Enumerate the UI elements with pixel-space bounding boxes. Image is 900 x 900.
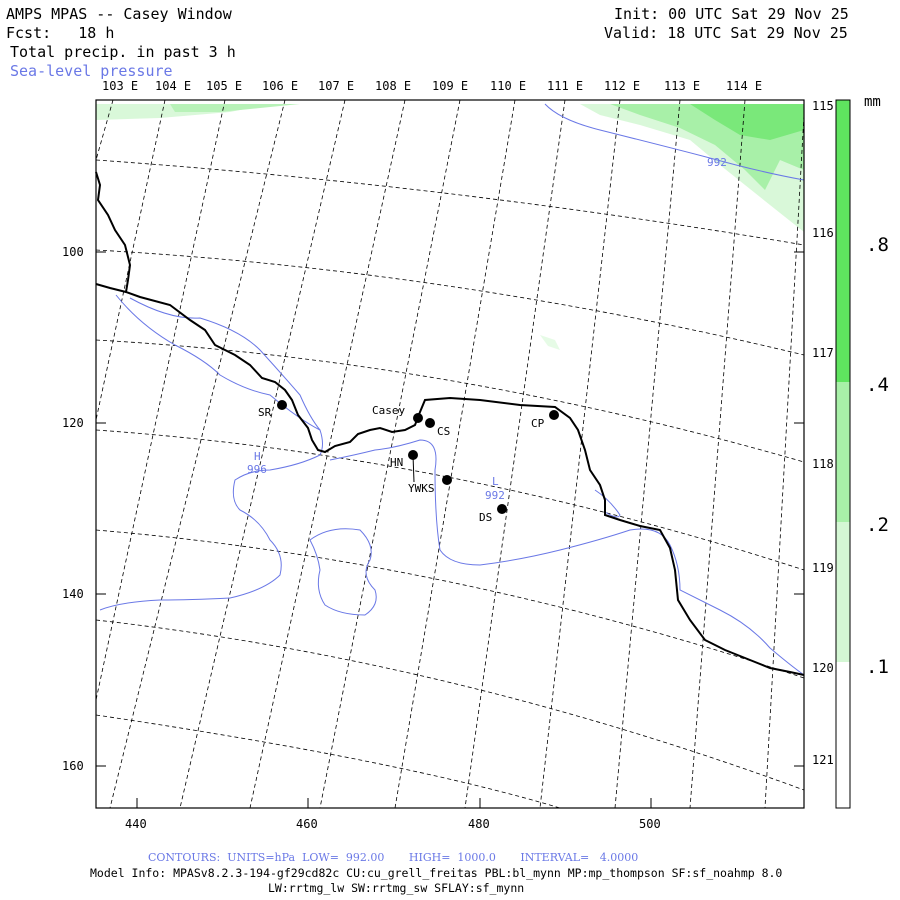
station-label-hn: HN [390,456,403,469]
contour-996-island [309,528,377,616]
parallel-line [95,529,805,679]
colorbar-label: .8 [866,234,889,256]
lon-label: 110 E [490,79,526,93]
station-marker-hn [408,450,418,460]
lon-label: 113 E [664,79,700,93]
parallel-line [95,159,805,246]
contour-996-inner [129,297,321,431]
contour-992-north [544,103,805,181]
lon-label: 112 E [604,79,640,93]
contour-992-central [329,439,805,676]
station-label-ds: DS [479,511,492,524]
colorbar-label: .4 [866,374,889,396]
grid-y-axis: 100 120 140 160 [62,245,804,808]
precip-area-spot [540,335,560,350]
lon-label: 111 E [547,79,583,93]
lon-label: 104 E [155,79,191,93]
stations: SR Casey CS CP HN YWKS DS [258,400,559,524]
meridian-line [95,99,114,161]
graticule [95,99,805,809]
x-tick-label: 460 [296,817,318,831]
high-value: 996 [247,463,267,476]
model-info: Model Info: MPASv8.2.3-194-gf29cd82c CU:… [90,866,783,880]
meridian-line [764,114,805,809]
coastline-main [95,171,805,676]
lon-label: 107 E [318,79,354,93]
low-letter: L [492,475,499,488]
lon-label: 106 E [262,79,298,93]
colorbar: mm .8 .4 .2 .1 [835,94,889,809]
station-label-cs: CS [437,425,450,438]
parallel-line [95,339,805,463]
contour-996-west [99,294,323,611]
lon-label: 103 E [102,79,138,93]
meridian-line [249,99,406,809]
pressure-labels: H 996 L 992 992 [247,156,727,502]
lon-label: 114 E [726,79,762,93]
grid-x-axis: 440 460 480 500 [125,817,661,831]
colorbar-band-4 [836,662,850,808]
station-marker-cp [549,410,559,420]
colorbar-frame [835,99,851,809]
colorbar-unit: mm [864,94,881,110]
forecast-hour: Fcst: 18 h [6,24,115,42]
parallel-line [95,249,805,356]
meridian-line [109,99,286,809]
pressure-contours [99,103,805,676]
precip-shading [96,104,804,350]
meridian-line [95,99,166,421]
colorbar-label: .1 [866,656,889,678]
init-time: Init: 00 UTC Sat 29 Nov 25 [614,5,849,23]
contour-info: CONTOURS: UNITS=hPa LOW= 992.00 HIGH= 10… [148,851,639,864]
colorbar-band-top [836,100,850,382]
meridian-line [689,99,746,809]
y-tick-label: 140 [62,587,84,601]
meridian-line [179,99,346,809]
map-title: AMPS MPAS -- Casey Window [6,5,232,23]
station-marker-ds [497,504,507,514]
y-tick-label: 120 [62,416,84,430]
precip-area-mid-west [170,104,300,112]
lon-label: 105 E [206,79,242,93]
y-tick-label: 160 [62,759,84,773]
low-value: 992 [485,489,505,502]
model-info-2: LW:rrtmg_lw SW:rrtmg_sw SFLAY:sf_mynn [268,881,525,895]
station-marker-casey [413,413,423,423]
colorbar-band-3 [836,522,850,662]
y-tick-label: 100 [62,245,84,259]
station-marker-ywks [442,475,452,485]
x-tick-label: 440 [125,817,147,831]
field-name: Total precip. in past 3 h [10,43,236,61]
meridian-line [95,99,226,701]
lon-label: 109 E [432,79,468,93]
station-label-ywks: YWKS [408,482,435,495]
contour-label: 992 [707,156,727,169]
map-frame-bg [96,100,804,808]
meridian-line [319,99,461,809]
colorbar-label: .2 [866,514,889,536]
valid-time: Valid: 18 UTC Sat 29 Nov 25 [604,24,848,42]
station-label-sr: SR [258,406,272,419]
precip-area-strong-east [690,104,804,140]
lon-label: 108 E [375,79,411,93]
x-tick-label: 480 [468,817,490,831]
station-marker-cs [425,418,435,428]
map-frame [95,99,805,809]
longitude-labels: 103 E 104 E 105 E 106 E 107 E 108 E 109 … [102,79,762,93]
station-label-cp: CP [531,417,545,430]
station-marker-sr [277,400,287,410]
high-letter: H [254,450,261,463]
coastline [95,171,805,676]
colorbar-band-2 [836,382,850,522]
x-tick-label: 500 [639,817,661,831]
coastline-west [95,283,127,293]
meridian-line [394,99,516,809]
overlay-name: Sea-level pressure [10,62,173,80]
station-label-casey: Casey [372,404,405,417]
parallel-line [95,619,805,791]
